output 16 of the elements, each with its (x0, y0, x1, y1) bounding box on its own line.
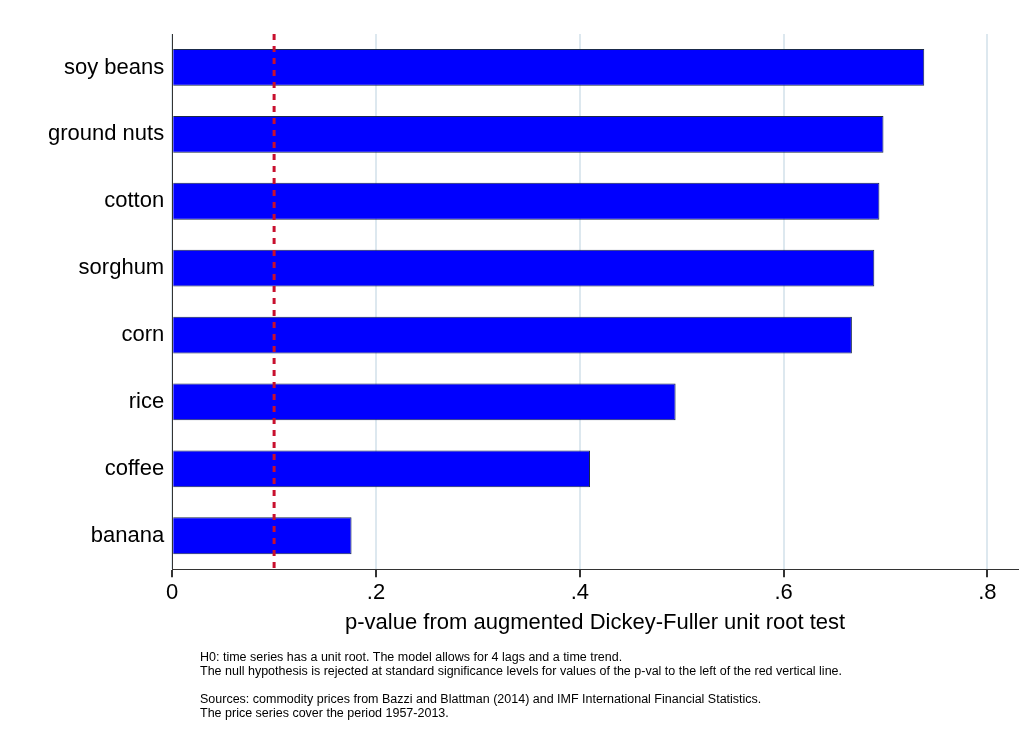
y-tick-label: banana (90, 521, 165, 547)
source-note: Sources: commodity prices from Bazzi and Blattman (2014) and IMF International Financial Statistics. The price series cover the period 1957-2013. (200, 692, 763, 720)
y-tick-label: cotton (104, 187, 165, 213)
x-tick-label: .4 (570, 579, 589, 605)
x-tick-label: .2 (366, 579, 386, 605)
text: H0: time series has a unit root. The model allows for 4 lags and a time trend. The null hypothesis is rejected at standard significance levels for values of the p-val to the left of the red vertical line. (200, 650, 843, 678)
y-tick-label: rice (128, 388, 165, 414)
y-tick-label: ground nuts (48, 120, 165, 146)
y-tick-label: coffee (104, 454, 165, 480)
y-tick-label: corn (121, 321, 165, 347)
y-tick-label: sorghum (78, 254, 165, 280)
x-tick-label: .8 (978, 579, 997, 605)
y-tick-label: soy beans (63, 53, 165, 79)
x-axis-title: p-value from augmented Dickey-Fuller unit root test (345, 608, 846, 634)
x-tick-label: 0 (166, 579, 179, 605)
x-tick-label: .6 (774, 579, 793, 605)
